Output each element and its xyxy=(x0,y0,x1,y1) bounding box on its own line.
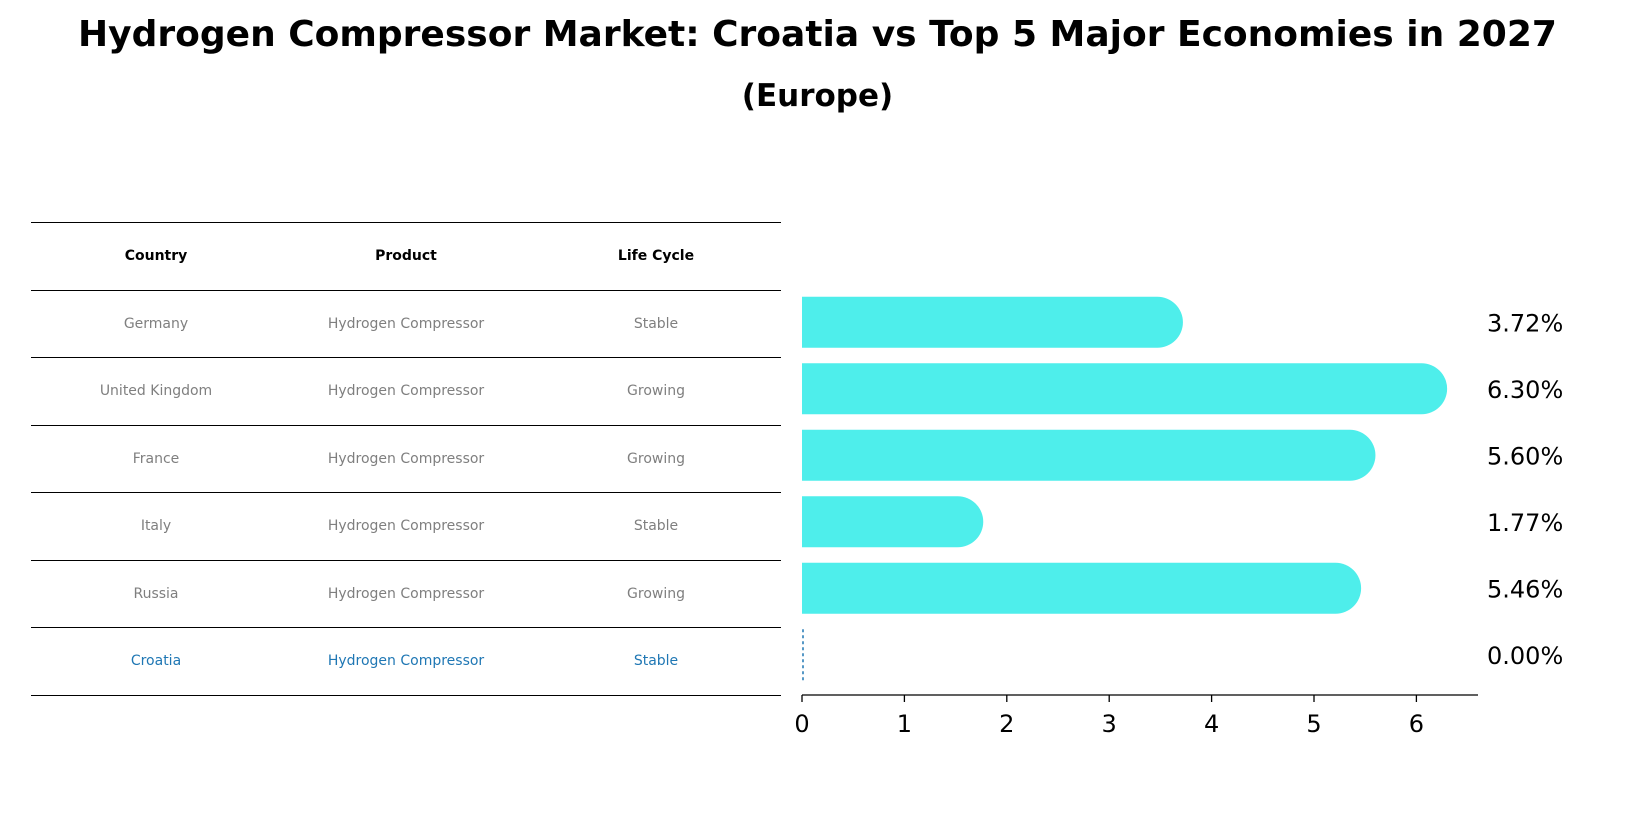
x-tick-label: 1 xyxy=(897,710,912,738)
bar xyxy=(802,562,1362,614)
x-tick-label: 4 xyxy=(1204,710,1219,738)
data-label: 6.30% xyxy=(1487,376,1563,404)
cell-product: Hydrogen Compressor xyxy=(327,450,485,467)
cell-product: Hydrogen Compressor xyxy=(327,315,485,332)
cell-life-cycle: Stable xyxy=(633,653,679,670)
data-label: 0.00% xyxy=(1487,642,1563,670)
cell-product: Hydrogen Compressor xyxy=(327,585,485,602)
cell-life-cycle: Stable xyxy=(633,315,679,332)
cell-product: Hydrogen Compressor xyxy=(327,383,485,400)
cell-country: Croatia xyxy=(130,653,182,670)
bar xyxy=(802,296,1183,348)
cell-country: Italy xyxy=(140,518,172,535)
data-label: 5.60% xyxy=(1487,442,1563,470)
table-row: United Kingdom Hydrogen Compressor Growi… xyxy=(31,357,781,425)
data-table: Country Product Life Cycle Germany Hydro… xyxy=(31,222,781,696)
cell-product: Hydrogen Compressor xyxy=(327,518,485,535)
cell-life-cycle: Growing xyxy=(627,383,685,400)
cell-country: France xyxy=(132,450,180,467)
cell-life-cycle: Growing xyxy=(627,585,685,602)
table-row: Russia Hydrogen Compressor Growing xyxy=(31,559,781,628)
header-life-cycle: Life Cycle xyxy=(617,248,695,265)
data-label: 5.46% xyxy=(1487,575,1563,603)
x-tick-label: 3 xyxy=(1102,710,1117,738)
header-product: Product xyxy=(375,248,437,265)
bar xyxy=(802,363,1448,415)
x-tick-label: 6 xyxy=(1409,710,1424,738)
bar xyxy=(802,429,1376,481)
x-tick-label: 5 xyxy=(1306,710,1321,738)
table-row-highlighted: Croatia Hydrogen Compressor Stable xyxy=(31,627,781,696)
cell-country: United Kingdom xyxy=(99,383,213,400)
cell-country: Russia xyxy=(133,585,179,602)
cell-product: Hydrogen Compressor xyxy=(327,653,485,670)
cell-country: Germany xyxy=(123,315,189,332)
header-country: Country xyxy=(124,248,188,265)
table-row: France Hydrogen Compressor Growing xyxy=(31,424,781,493)
table-row: Italy Hydrogen Compressor Stable xyxy=(31,492,781,560)
table-row: Germany Hydrogen Compressor Stable xyxy=(31,289,781,358)
bar xyxy=(802,496,984,548)
chart-title: Hydrogen Compressor Market: Croatia vs T… xyxy=(78,14,1557,55)
x-tick-label: 0 xyxy=(794,710,809,738)
data-label: 1.77% xyxy=(1487,509,1563,537)
x-tick-label: 2 xyxy=(999,710,1014,738)
table-header-row: Country Product Life Cycle xyxy=(31,222,781,290)
chart-subtitle: (Europe) xyxy=(741,78,894,114)
cell-life-cycle: Stable xyxy=(633,518,679,535)
cell-life-cycle: Growing xyxy=(627,450,685,467)
data-label: 3.72% xyxy=(1487,309,1563,337)
